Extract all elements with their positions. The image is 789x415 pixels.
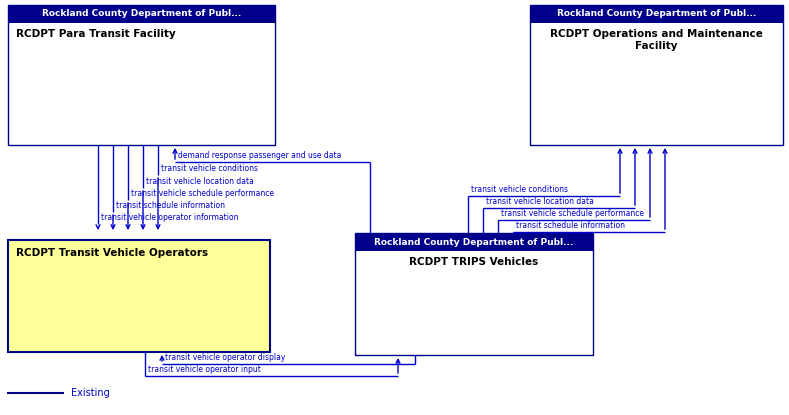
Text: transit vehicle location data: transit vehicle location data xyxy=(486,197,594,206)
Text: transit vehicle conditions: transit vehicle conditions xyxy=(161,164,258,173)
Bar xyxy=(530,5,783,23)
Bar xyxy=(530,5,783,145)
Bar xyxy=(8,5,275,145)
Bar xyxy=(355,233,593,355)
Text: RCDPT Para Transit Facility: RCDPT Para Transit Facility xyxy=(16,29,176,39)
Text: transit vehicle location data: transit vehicle location data xyxy=(146,177,254,186)
Text: transit vehicle operator input: transit vehicle operator input xyxy=(148,365,261,374)
Bar xyxy=(8,5,275,23)
Text: Rockland County Department of Publ...: Rockland County Department of Publ... xyxy=(557,10,756,19)
Bar xyxy=(8,240,270,352)
Text: Existing: Existing xyxy=(71,388,110,398)
Text: transit vehicle schedule performance: transit vehicle schedule performance xyxy=(501,209,644,218)
Text: transit vehicle operator display: transit vehicle operator display xyxy=(165,353,286,362)
Bar xyxy=(355,233,593,251)
Text: RCDPT Transit Vehicle Operators: RCDPT Transit Vehicle Operators xyxy=(16,248,208,258)
Text: transit vehicle schedule performance: transit vehicle schedule performance xyxy=(131,189,274,198)
Text: transit schedule information: transit schedule information xyxy=(516,221,625,230)
Text: transit schedule information: transit schedule information xyxy=(116,201,225,210)
Text: demand response passenger and use data: demand response passenger and use data xyxy=(178,151,342,160)
Text: transit vehicle operator information: transit vehicle operator information xyxy=(101,213,238,222)
Text: transit vehicle conditions: transit vehicle conditions xyxy=(471,185,568,194)
Text: Rockland County Department of Publ...: Rockland County Department of Publ... xyxy=(42,10,241,19)
Text: RCDPT TRIPS Vehicles: RCDPT TRIPS Vehicles xyxy=(409,257,539,267)
Text: Rockland County Department of Publ...: Rockland County Department of Publ... xyxy=(374,237,574,247)
Text: RCDPT Operations and Maintenance
Facility: RCDPT Operations and Maintenance Facilit… xyxy=(550,29,763,51)
